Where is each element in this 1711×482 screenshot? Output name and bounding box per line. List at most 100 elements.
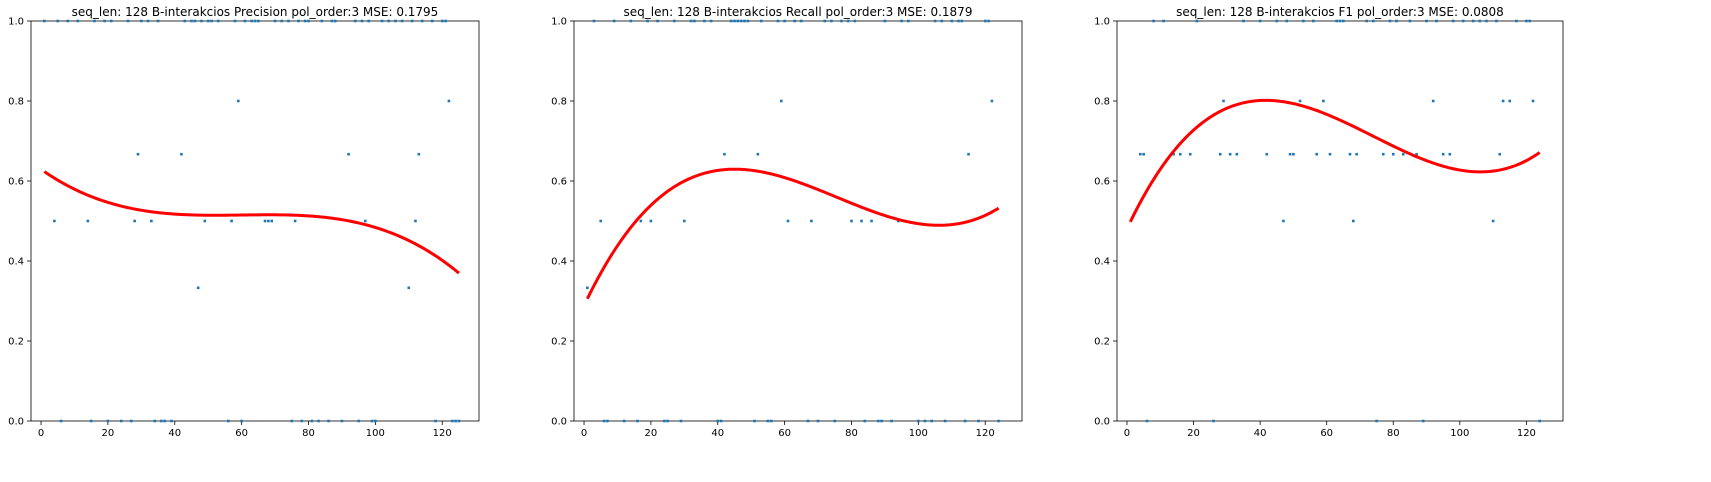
data-point [983,19,987,23]
data-point [599,219,603,223]
data-point [612,19,616,23]
data-point [109,19,113,23]
data-point [407,286,411,290]
data-point [776,19,780,23]
data-point [440,19,444,23]
y-tick-label: 0.4 [1094,257,1110,268]
data-point [1188,152,1192,156]
x-tick-label: 40 [1254,428,1267,439]
data-point [967,152,970,156]
data-point [746,19,750,23]
data-point [1218,152,1222,156]
data-point [917,419,920,423]
data-point [76,19,80,23]
data-point [140,19,143,23]
data-point [703,19,706,23]
data-point [1352,219,1355,223]
data-point [1461,19,1465,23]
x-tick-label: 100 [909,428,928,439]
data-point [1425,19,1428,23]
data-point [719,419,723,423]
data-point [93,19,96,23]
data-point [190,19,193,23]
data-point [1525,19,1528,23]
data-point [233,19,237,23]
data-point [1145,419,1149,423]
data-point [1528,19,1532,23]
data-point [327,419,330,423]
data-point [430,19,434,23]
data-point [146,19,150,23]
data-point [1441,152,1445,156]
data-point [150,219,153,223]
data-point [270,219,274,223]
data-point [340,419,344,423]
data-point [646,19,649,23]
data-point [1408,19,1412,23]
data-point [666,419,669,423]
data-point [1212,419,1215,423]
x-tick-label: 120 [433,428,452,439]
data-point [307,19,310,23]
data-point [290,419,294,423]
data-point [1282,219,1285,223]
fit-curve [43,170,460,275]
data-point [1138,152,1142,156]
data-point [53,219,56,223]
data-point [987,19,990,23]
data-point [1415,152,1418,156]
data-point [333,19,337,23]
data-point [1312,19,1315,23]
data-point [940,19,944,23]
data-point [1285,19,1289,23]
data-point [1322,99,1325,103]
data-point [1142,152,1145,156]
data-point [86,219,90,223]
x-tick-label: 20 [102,428,115,439]
data-point [990,99,994,103]
data-point [753,419,756,423]
data-point [830,19,833,23]
data-point [1388,19,1392,23]
data-point [1228,152,1232,156]
chart-title: seq_len: 128 B-interakcios Precision pol… [72,5,439,19]
data-point [1448,152,1452,156]
data-point [243,19,247,23]
x-tick-label: 0 [581,428,587,439]
data-point [236,99,240,103]
data-point [586,286,589,290]
x-tick-label: 0 [38,428,44,439]
chart-title: seq_len: 128 B-interakcios F1 pol_order:… [1176,5,1504,19]
data-point [103,19,106,23]
data-point [206,19,210,23]
data-point [810,219,813,223]
data-point [347,152,350,156]
data-point [263,219,267,223]
data-point [153,419,157,423]
data-point [133,219,136,223]
data-point [853,19,857,23]
data-point [629,19,633,23]
fit-curve [1128,98,1541,223]
data-point [766,419,770,423]
data-point [400,19,404,23]
data-point [267,219,270,223]
data-point [1258,19,1262,23]
data-point [662,419,666,423]
data-point [1288,152,1292,156]
x-tick-label: 80 [845,428,858,439]
data-point [156,19,160,23]
data-point [1162,19,1165,23]
data-point [1515,19,1518,23]
y-tick-label: 0.8 [1094,97,1110,108]
data-point [1172,152,1175,156]
data-point [1292,152,1295,156]
data-point [816,419,820,423]
data-point [56,19,60,23]
y-tick-label: 0.0 [551,417,567,428]
data-point [374,419,377,423]
data-point [160,419,163,423]
data-point [1495,19,1498,23]
